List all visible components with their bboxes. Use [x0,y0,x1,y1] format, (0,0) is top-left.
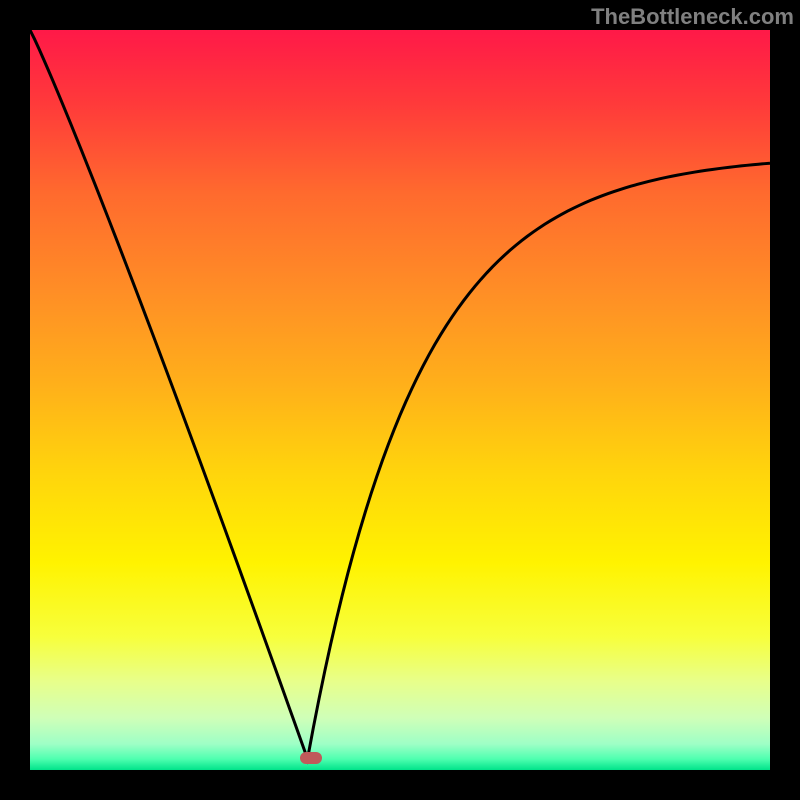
curve-path [30,30,770,759]
chart-frame [0,0,800,800]
minimum-marker [300,752,322,764]
watermark-text: TheBottleneck.com [591,4,794,30]
plot-area [30,30,770,770]
bottleneck-curve [30,30,770,770]
